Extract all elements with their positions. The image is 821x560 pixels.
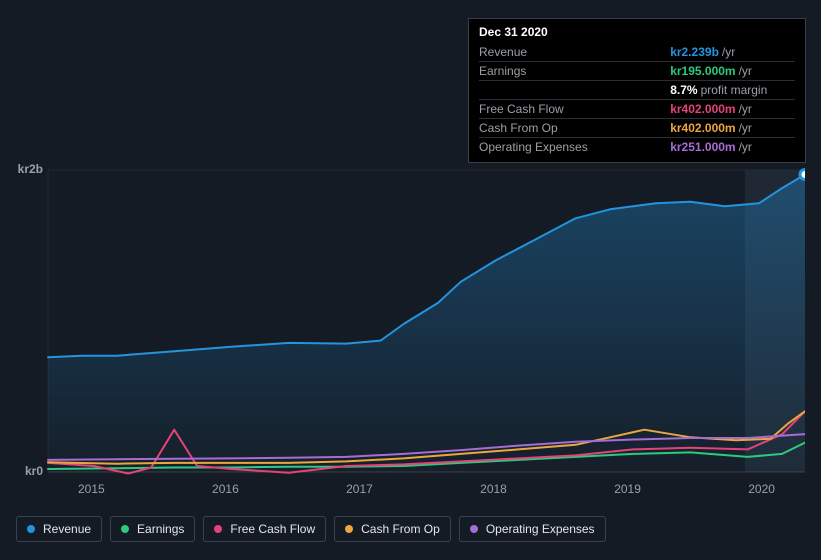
chart-tooltip: Dec 31 2020 Revenuekr2.239b/yrEarningskr… <box>468 18 806 163</box>
y-tick-label: kr0 <box>25 464 43 478</box>
legend-item-cfo[interactable]: Cash From Op <box>334 516 451 542</box>
legend-item-opex[interactable]: Operating Expenses <box>459 516 606 542</box>
tooltip-row: Revenuekr2.239b/yr <box>479 43 795 62</box>
x-tick-label: 2018 <box>480 482 507 496</box>
chart-legend: Revenue Earnings Free Cash Flow Cash From O… <box>16 516 606 542</box>
x-axis-labels: 2015 2016 2017 2018 2019 2020 <box>48 482 805 496</box>
tooltip-title: Dec 31 2020 <box>479 25 795 39</box>
legend-dot-icon <box>214 525 222 533</box>
tooltip-row: Cash From Opkr402.000m/yr <box>479 119 795 138</box>
y-tick-label: kr2b <box>18 162 43 176</box>
x-tick-label: 2015 <box>78 482 105 496</box>
legend-dot-icon <box>345 525 353 533</box>
legend-dot-icon <box>27 525 35 533</box>
legend-label: Revenue <box>43 522 91 536</box>
legend-item-fcf[interactable]: Free Cash Flow <box>203 516 326 542</box>
tooltip-row: Free Cash Flowkr402.000m/yr <box>479 100 795 119</box>
x-tick-label: 2019 <box>614 482 641 496</box>
legend-dot-icon <box>470 525 478 533</box>
legend-item-earnings[interactable]: Earnings <box>110 516 195 542</box>
legend-label: Cash From Op <box>361 522 440 536</box>
legend-dot-icon <box>121 525 129 533</box>
legend-label: Earnings <box>137 522 184 536</box>
legend-item-revenue[interactable]: Revenue <box>16 516 102 542</box>
x-tick-label: 2020 <box>748 482 775 496</box>
tooltip-row: Operating Expenseskr251.000m/yr <box>479 138 795 157</box>
tooltip-row: 8.7%profit margin <box>479 81 795 100</box>
legend-label: Free Cash Flow <box>230 522 315 536</box>
legend-label: Operating Expenses <box>486 522 595 536</box>
x-tick-label: 2017 <box>346 482 373 496</box>
x-tick-label: 2016 <box>212 482 239 496</box>
tooltip-row: Earningskr195.000m/yr <box>479 62 795 81</box>
